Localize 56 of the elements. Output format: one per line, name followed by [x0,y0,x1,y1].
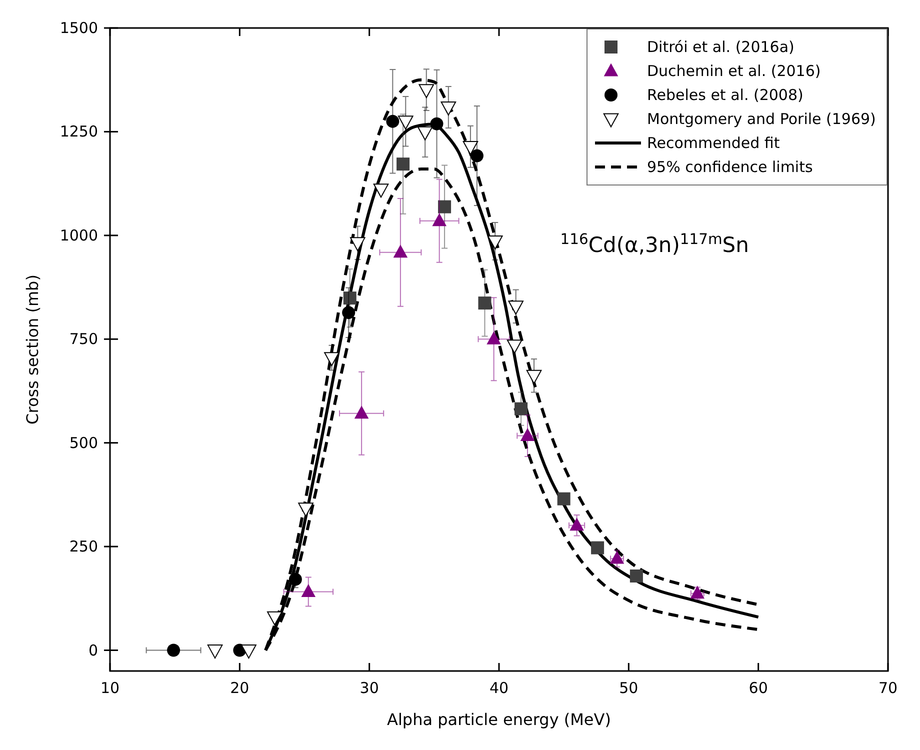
point [557,492,570,506]
legend-label: Duchemin et al. (2016) [647,62,821,80]
y-tick-label: 500 [69,434,98,452]
legend-label: Rebeles et al. (2008) [647,86,804,104]
legend-label: Recommended fit [647,134,780,152]
point [508,300,524,315]
y-tick-label: 1000 [60,226,98,244]
y-axis-title: Cross section (mb) [23,274,42,424]
y-tick-label: 250 [69,538,98,556]
point [570,518,584,531]
point [440,102,456,116]
point [690,586,705,599]
point [342,306,356,320]
x-tick-label: 40 [489,679,509,697]
point [343,292,356,305]
point [514,402,528,416]
point [591,541,604,554]
point [487,236,503,250]
x-tick-label: 10 [100,679,120,697]
point [324,352,340,366]
point [478,296,492,310]
point [288,572,302,586]
annotation: $^{116}$Cd(α,3n)$^{117m}$Sn [560,230,749,258]
point [526,370,542,384]
point [350,237,366,252]
y-tick-label: 750 [69,330,98,348]
point [462,140,478,155]
point [610,550,624,564]
legend-label: Montgomery and Porile (1969) [647,110,876,128]
x-tick-label: 50 [619,679,638,697]
point [398,116,414,130]
point [298,502,314,517]
point [438,200,452,214]
y-tick-label: 1500 [60,19,98,37]
point [417,126,433,140]
legend-label: Ditrói et al. (2016a) [647,38,794,56]
point [386,114,400,128]
point [354,406,369,419]
x-tick-label: 30 [360,679,379,697]
point [301,584,316,597]
x-tick-label: 60 [748,679,768,697]
x-tick-label: 20 [230,679,250,697]
point [267,611,282,626]
point [506,340,522,354]
y-tick-label: 0 [88,641,98,660]
point [373,184,389,198]
point [167,644,180,657]
point [418,84,434,98]
point [630,570,643,582]
x-tick-label: 70 [878,679,898,697]
x-axis-title: Alpha particle energy (MeV) [387,710,611,729]
point [470,149,484,162]
point [430,117,444,130]
legend-label: 95% confidence limits [647,158,813,176]
point [396,158,410,171]
y-tick-label: 1250 [60,122,98,141]
